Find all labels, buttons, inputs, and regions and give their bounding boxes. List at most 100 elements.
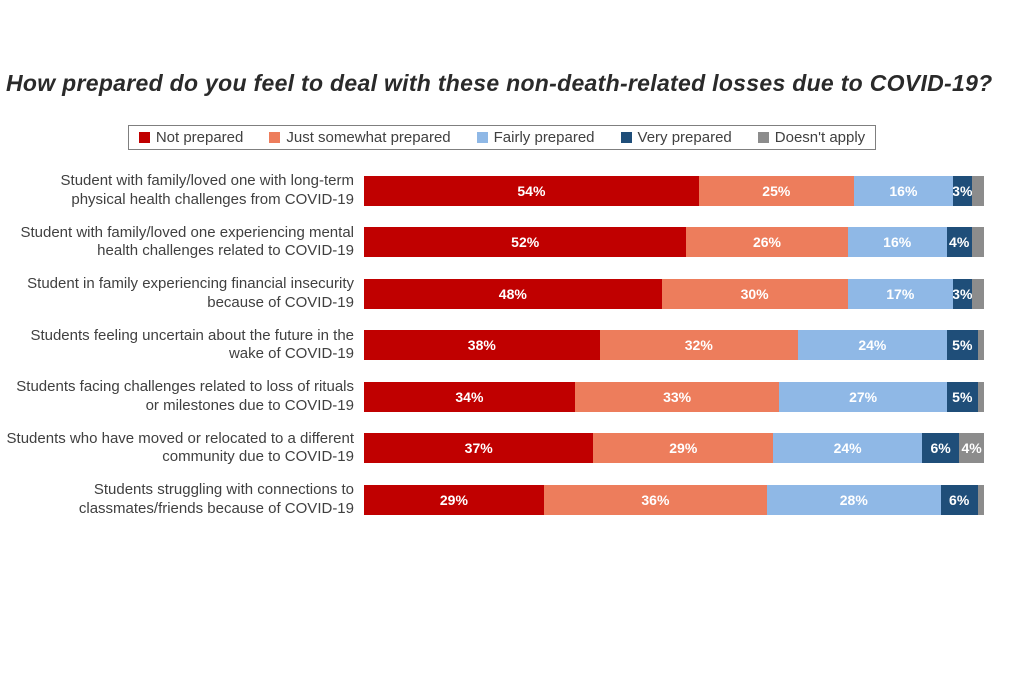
chart-rows: Student with family/loved one with long-… [0,172,1004,519]
segment-value: 33% [663,389,691,405]
row-label: Students struggling with connections to … [4,481,364,519]
segment-value: 24% [858,337,886,353]
row-label: Students feeling uncertain about the fut… [4,327,364,365]
bar-segment: 24% [798,330,947,360]
segment-value: 25% [762,183,790,199]
segment-value: 6% [949,492,969,508]
legend-item: Not prepared [139,129,244,146]
segment-value: 36% [641,492,669,508]
bar-segment: 4% [947,227,972,257]
legend: Not prepared Just somewhat prepared Fairly… [128,125,876,150]
bar-segment [972,227,984,257]
legend-swatch [621,132,632,143]
stacked-bar: 54% 25% 16% 3% [364,176,984,206]
bar-segment: 36% [544,485,767,515]
stacked-bar: 38% 32% 24% 5% [364,330,984,360]
segment-value: 29% [440,492,468,508]
segment-value: 4% [949,234,969,250]
bar-segment: 32% [600,330,798,360]
stacked-bar: 37% 29% 24% 6% 4% [364,433,984,463]
segment-value: 3% [953,183,972,199]
bar-segment: 29% [364,485,544,515]
bar-segment: 6% [941,485,978,515]
bar-segment: 5% [947,330,978,360]
bar-segment: 5% [947,382,978,412]
bar-segment: 26% [686,227,847,257]
bar-segment: 34% [364,382,575,412]
stacked-bar: 34% 33% 27% 5% [364,382,984,412]
row-label: Students who have moved or relocated to … [4,430,364,468]
bar-segment: 3% [953,279,972,309]
segment-value: 37% [465,440,493,456]
chart-row: Student in family experiencing financial… [4,275,984,313]
bar-segment: 25% [699,176,854,206]
row-label: Students facing challenges related to lo… [4,378,364,416]
bar-segment: 17% [848,279,953,309]
bar-segment [972,176,984,206]
segment-value: 32% [685,337,713,353]
stacked-bar: 29% 36% 28% 6% [364,485,984,515]
row-label: Student with family/loved one with long-… [4,172,364,210]
legend-swatch [758,132,769,143]
segment-value: 16% [889,183,917,199]
legend-label: Very prepared [638,129,732,146]
segment-value: 54% [517,183,545,199]
stacked-bar: 48% 30% 17% 3% [364,279,984,309]
row-label: Student with family/loved one experienci… [4,224,364,262]
bar-segment: 4% [959,433,984,463]
segment-value: 4% [961,440,981,456]
chart-container: How prepared do you feel to deal with th… [0,0,1024,539]
bar-segment: 29% [593,433,773,463]
legend-item: Doesn't apply [758,129,865,146]
segment-value: 17% [886,286,914,302]
chart-row: Student with family/loved one experienci… [4,224,984,262]
segment-value: 24% [834,440,862,456]
bar-segment: 27% [779,382,946,412]
legend-swatch [477,132,488,143]
chart-title: How prepared do you feel to deal with th… [0,70,1004,97]
bar-segment: 52% [364,227,686,257]
bar-segment [978,330,984,360]
segment-value: 52% [511,234,539,250]
segment-value: 27% [849,389,877,405]
bar-segment: 38% [364,330,600,360]
segment-value: 6% [930,440,950,456]
segment-value: 48% [499,286,527,302]
row-label: Student in family experiencing financial… [4,275,364,313]
bar-segment: 3% [953,176,972,206]
segment-value: 16% [883,234,911,250]
chart-row: Students struggling with connections to … [4,481,984,519]
legend-item: Fairly prepared [477,129,595,146]
segment-value: 29% [669,440,697,456]
chart-row: Students who have moved or relocated to … [4,430,984,468]
bar-segment [978,382,984,412]
legend-item: Very prepared [621,129,732,146]
segment-value: 26% [753,234,781,250]
bar-segment: 16% [848,227,947,257]
chart-row: Students facing challenges related to lo… [4,378,984,416]
chart-row: Students feeling uncertain about the fut… [4,327,984,365]
legend-label: Just somewhat prepared [286,129,450,146]
segment-value: 34% [455,389,483,405]
segment-value: 28% [840,492,868,508]
bar-segment [978,485,984,515]
segment-value: 38% [468,337,496,353]
bar-segment: 28% [767,485,941,515]
segment-value: 5% [952,337,972,353]
bar-segment: 37% [364,433,593,463]
bar-segment: 16% [854,176,953,206]
bar-segment: 6% [922,433,959,463]
legend-label: Doesn't apply [775,129,865,146]
legend-label: Not prepared [156,129,244,146]
segment-value: 30% [741,286,769,302]
segment-value: 3% [953,286,972,302]
bar-segment: 54% [364,176,699,206]
bar-segment: 24% [773,433,922,463]
legend-swatch [269,132,280,143]
bar-segment [972,279,984,309]
chart-row: Student with family/loved one with long-… [4,172,984,210]
segment-value: 5% [952,389,972,405]
bar-segment: 33% [575,382,780,412]
stacked-bar: 52% 26% 16% 4% [364,227,984,257]
bar-segment: 48% [364,279,662,309]
